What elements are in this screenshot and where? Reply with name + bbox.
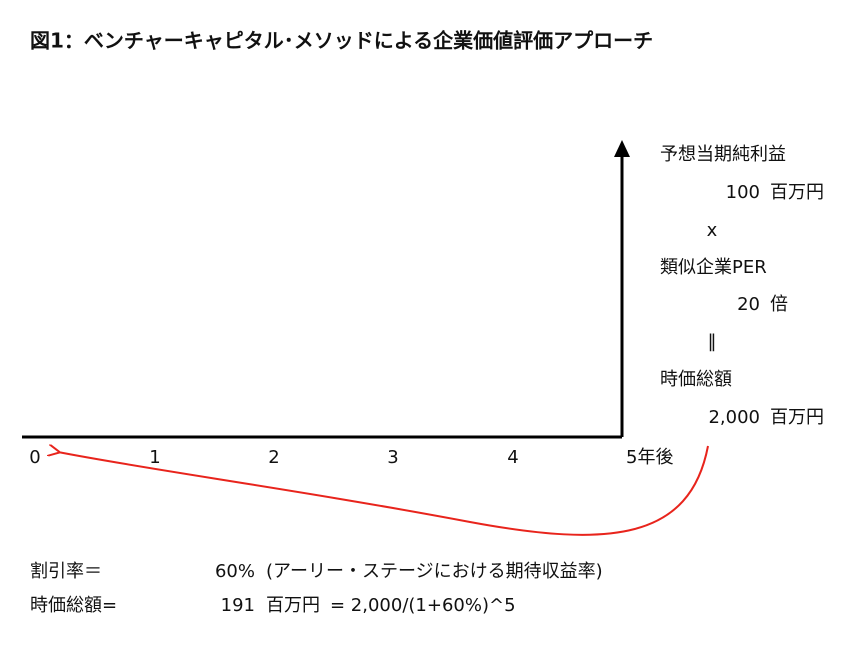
per-label: 類似企業PER — [660, 257, 767, 278]
per-unit: 倍 — [770, 294, 788, 315]
per-value: 20 — [737, 294, 760, 315]
forecast-label: 予想当期純利益 — [660, 144, 786, 165]
pv-formula: = 2,000/(1+60%)^5 — [330, 595, 516, 616]
market-cap-unit: 百万円 — [770, 407, 824, 428]
value-axis-arrow — [614, 140, 630, 157]
forecast-value: 100 — [726, 182, 760, 203]
market-cap-label: 時価総額 — [660, 369, 732, 390]
times-sign: x — [707, 220, 718, 241]
rate-note: (アーリー・ステージにおける期待収益率) — [266, 561, 603, 582]
pv-unit: 百万円 — [266, 595, 320, 616]
pv-label: 時価総額= — [30, 595, 117, 616]
time-label: 3 — [387, 447, 398, 468]
time-label: 1 — [149, 447, 160, 468]
time-label: 4 — [507, 447, 518, 468]
rate-label: 割引率＝ — [30, 561, 102, 582]
time-label: 2 — [268, 447, 279, 468]
pv-value: 191 — [221, 595, 255, 616]
title: 図1：ベンチャーキャピタル･メソッドによる企業価値評価アプローチ — [30, 29, 653, 53]
rate-value: 60% — [215, 561, 255, 582]
forecast-unit: 百万円 — [770, 182, 824, 203]
equals-sign: ‖ — [708, 331, 717, 352]
time-label: 5年後 — [626, 447, 673, 468]
market-cap-value: 2,000 — [708, 407, 760, 428]
discount-arrow — [58, 446, 709, 536]
time-label: 0 — [29, 447, 40, 468]
